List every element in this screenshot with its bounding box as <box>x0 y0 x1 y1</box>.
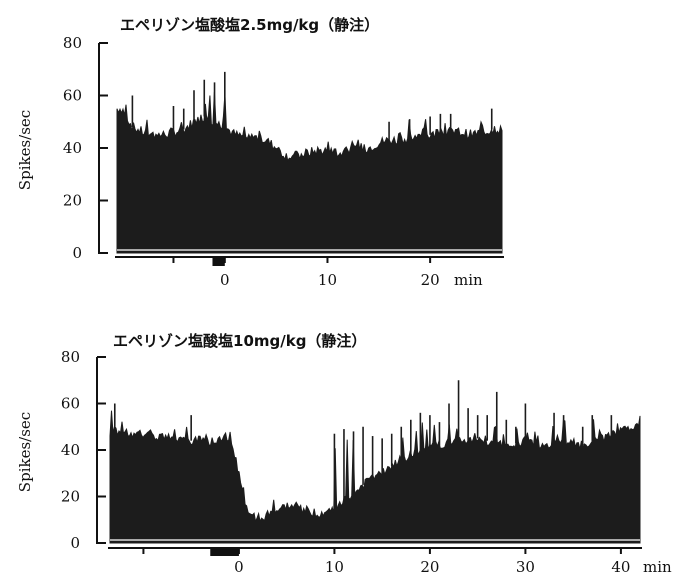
injection-marker <box>210 549 239 556</box>
x-axis-unit: min <box>454 271 483 289</box>
x-tick-label: 20 <box>420 558 439 576</box>
y-axis-label: Spikes/sec <box>16 412 34 492</box>
y-tick-label: 60 <box>63 87 82 105</box>
x-tick-label: 30 <box>516 558 535 576</box>
chart-eperisone-2-5mg: エペリゾン塩酸塩2.5mg/kg（静注） Spikes/sec 0 20 40 60 8… <box>16 16 504 289</box>
y-tick-label: 0 <box>72 244 82 262</box>
x-tick-label: 10 <box>325 558 344 576</box>
x-tick-label: 40 <box>611 558 630 576</box>
y-tick-label: 40 <box>61 441 80 459</box>
x-tick-label: 0 <box>220 271 230 289</box>
x-tick-label: 20 <box>421 271 440 289</box>
chart-title: エペリゾン塩酸塩10mg/kg（静注） <box>113 332 366 350</box>
injection-marker <box>212 258 225 266</box>
spike-rate-trace <box>116 91 503 254</box>
x-tick-label: 0 <box>234 558 244 576</box>
y-tick-label: 20 <box>61 488 80 506</box>
x-axis-unit: min <box>643 558 672 576</box>
y-tick-label: 0 <box>70 534 80 552</box>
spike-rate-trace <box>109 410 641 544</box>
x-tick-label: 10 <box>318 271 337 289</box>
chart-eperisone-10mg: エペリゾン塩酸塩10mg/kg（静注） Spikes/sec 0 20 40 60 80… <box>16 332 672 576</box>
y-tick-label: 20 <box>63 192 82 210</box>
y-tick-label: 60 <box>61 395 80 413</box>
chart-title: エペリゾン塩酸塩2.5mg/kg（静注） <box>120 16 379 34</box>
y-tick-label: 40 <box>63 139 82 157</box>
y-tick-label: 80 <box>61 348 80 366</box>
y-tick-label: 80 <box>63 34 82 52</box>
y-axis-label: Spikes/sec <box>16 110 34 190</box>
